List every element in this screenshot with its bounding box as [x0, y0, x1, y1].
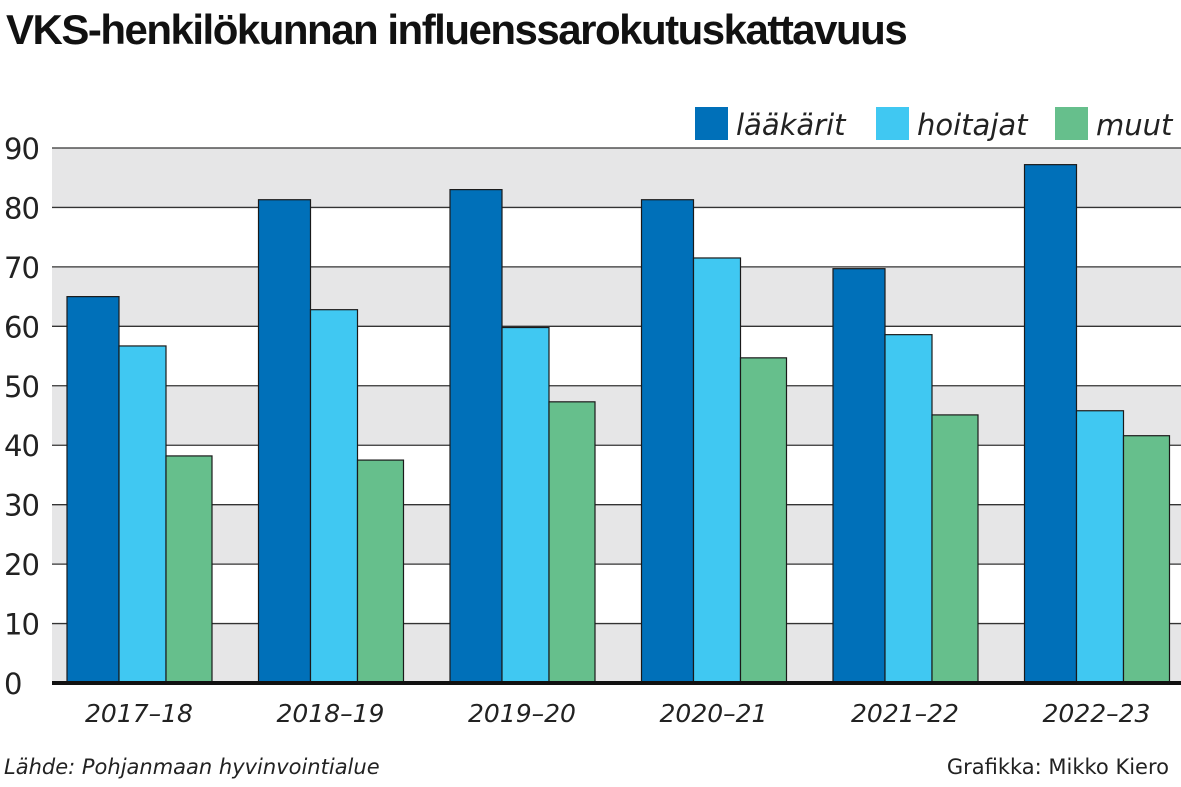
bar-lääkärit	[1023, 164, 1078, 684]
y-tick-label: 70	[4, 251, 39, 285]
bar-muut	[165, 455, 213, 684]
x-tick-label: 2021–22	[851, 699, 959, 728]
x-tick-label: 2022–23	[1043, 699, 1151, 728]
x-tick-label: 2017–18	[85, 699, 193, 728]
bar-muut	[1122, 435, 1171, 684]
legend-swatch-hoitajat	[876, 107, 909, 140]
source-note: Lähde: Pohjanmaan hyvinvointialue	[4, 755, 380, 779]
grid-band	[52, 148, 1181, 208]
y-tick-label: 50	[4, 370, 39, 404]
x-tick-label: 2018–19	[277, 699, 385, 728]
grid-band	[52, 266, 1181, 327]
bar-muut	[548, 401, 596, 684]
bar-hoitajat	[884, 334, 933, 684]
bar-hoitajat	[118, 345, 167, 684]
grid-band	[52, 504, 1181, 565]
bar-hoitajat	[309, 309, 359, 684]
y-tick-label: 20	[4, 548, 39, 582]
bar-hoitajat	[692, 257, 742, 684]
y-tick-label: 30	[4, 489, 39, 523]
y-tick-label: 60	[4, 310, 39, 344]
bar-muut	[739, 357, 788, 684]
bar-lääkärit	[449, 189, 503, 684]
bar-hoitajat	[1075, 410, 1125, 684]
grid-band	[52, 385, 1181, 446]
x-tick-label: 2020–21	[660, 699, 768, 728]
y-tick-label: 10	[4, 608, 39, 642]
credit-note: Grafikka: Mikko Kiero	[946, 755, 1169, 779]
legend-swatch-lääkärit	[695, 107, 728, 140]
chart-title: VKS-henkilökunnan influenssarokutuskatta…	[6, 6, 908, 53]
y-tick-label: 40	[4, 429, 39, 463]
bar-muut	[931, 414, 979, 684]
y-tick-label: 0	[4, 667, 21, 701]
y-tick-label: 90	[4, 132, 39, 166]
legend-label: lääkärit	[736, 108, 847, 142]
legend-label: hoitajat	[917, 108, 1029, 142]
bar-lääkärit	[832, 268, 886, 684]
legend-label: muut	[1096, 108, 1174, 142]
bar-muut	[356, 459, 405, 684]
x-tick-label: 2019–20	[468, 699, 576, 728]
bar-lääkärit	[66, 296, 120, 684]
bar-hoitajat	[501, 326, 550, 684]
bar-lääkärit	[257, 199, 312, 684]
legend-swatch-muut	[1055, 107, 1088, 140]
grid-band	[52, 623, 1181, 683]
bar-lääkärit	[640, 199, 695, 684]
y-tick-label: 80	[4, 191, 39, 225]
